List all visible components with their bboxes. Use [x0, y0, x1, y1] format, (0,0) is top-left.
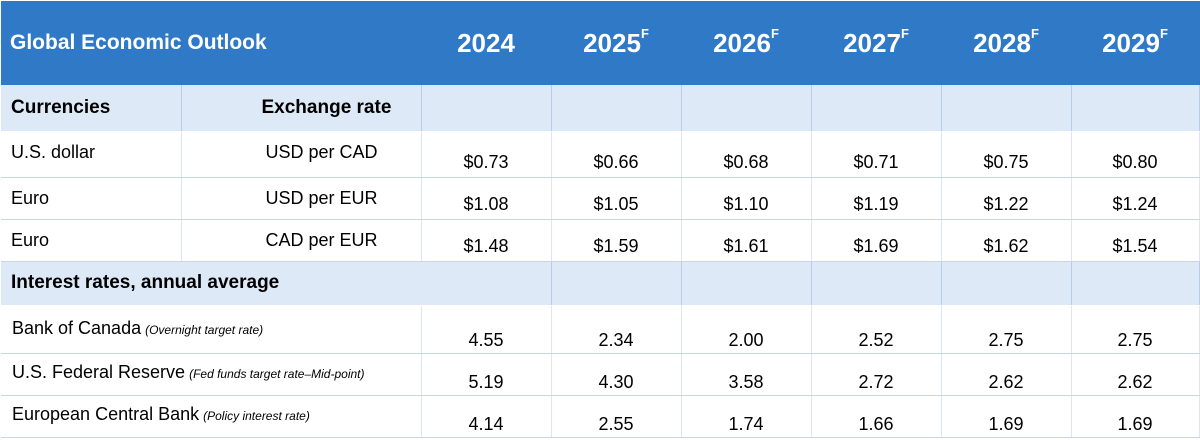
value-cell: 1.74 — [681, 395, 812, 438]
value-cell: 3.58 — [681, 353, 812, 396]
value-cell: 1.69 — [941, 395, 1072, 438]
value-cell: 1.66 — [811, 395, 942, 438]
value-cell: 2.72 — [811, 353, 942, 396]
value-cell: 2.34 — [551, 305, 682, 354]
exchange-rate-heading: Exchange rate — [181, 85, 422, 132]
table-row: Euro USD per EUR $1.08 $1.05 $1.10 $1.19… — [1, 177, 1200, 220]
value-cell: 2.62 — [1071, 353, 1200, 396]
year-header: 2027F — [811, 1, 942, 85]
exchange-unit: CAD per EUR — [181, 219, 422, 262]
rate-note: (Policy interest rate) — [203, 408, 310, 423]
value-cell: 2.75 — [1071, 305, 1200, 354]
table-row: U.S. Federal Reserve (Fed funds target ra… — [1, 353, 1200, 396]
value-cell: $1.05 — [551, 177, 682, 220]
interest-section-row: Interest rates, annual average — [1, 261, 1200, 306]
table-row: U.S. dollar USD per CAD $0.73 $0.66 $0.6… — [1, 131, 1200, 178]
value-cell: $0.80 — [1071, 131, 1200, 178]
value-cell: $0.68 — [681, 131, 812, 178]
rate-name: European Central Bank (Policy interest ra… — [1, 395, 422, 438]
value-cell: $0.75 — [941, 131, 1072, 178]
value-cell: $1.69 — [811, 219, 942, 262]
value-cell: $1.59 — [551, 219, 682, 262]
value-cell: $1.10 — [681, 177, 812, 220]
table-title: Global Economic Outlook — [1, 1, 422, 85]
exchange-unit: USD per EUR — [181, 177, 422, 220]
table-row: Euro CAD per EUR $1.48 $1.59 $1.61 $1.69… — [1, 219, 1200, 262]
rate-name: U.S. Federal Reserve (Fed funds target ra… — [1, 353, 422, 396]
interest-rates-heading: Interest rates, annual average — [1, 261, 421, 306]
value-cell: $1.48 — [421, 219, 552, 262]
rate-note: (Fed funds target rate–Mid-point) — [189, 366, 365, 381]
currency-name: Euro — [1, 177, 182, 220]
value-cell: 4.14 — [421, 395, 552, 438]
table-row: Bank of Canada (Overnight target rate) 4.… — [1, 305, 1200, 354]
value-cell: 1.69 — [1071, 395, 1200, 438]
value-cell: $1.24 — [1071, 177, 1200, 220]
value-cell: 4.55 — [421, 305, 552, 354]
value-cell: $1.61 — [681, 219, 812, 262]
year-header: 2026F — [681, 1, 812, 85]
rate-name: Bank of Canada (Overnight target rate) — [1, 305, 422, 354]
currencies-heading: Currencies — [1, 85, 182, 132]
value-cell: $1.54 — [1071, 219, 1200, 262]
value-cell: $1.62 — [941, 219, 1072, 262]
year-header: 2025F — [551, 1, 682, 85]
value-cell: 5.19 — [421, 353, 552, 396]
value-cell: $1.22 — [941, 177, 1072, 220]
value-cell: $0.66 — [551, 131, 682, 178]
value-cell: 4.30 — [551, 353, 682, 396]
value-cell: $0.73 — [421, 131, 552, 178]
value-cell: 2.55 — [551, 395, 682, 438]
value-cell: $1.08 — [421, 177, 552, 220]
currencies-section-row: Currencies Exchange rate — [1, 85, 1200, 132]
table-row: European Central Bank (Policy interest ra… — [1, 395, 1200, 438]
value-cell: 2.75 — [941, 305, 1072, 354]
value-cell: 2.00 — [681, 305, 812, 354]
rate-note: (Overnight target rate) — [145, 322, 264, 337]
year-header: 2029F — [1071, 1, 1200, 85]
value-cell: 2.62 — [941, 353, 1072, 396]
value-cell: $0.71 — [811, 131, 942, 178]
year-header: 2028F — [941, 1, 1072, 85]
header-row: Global Economic Outlook 2024 2025F 2026F… — [1, 1, 1200, 85]
exchange-unit: USD per CAD — [181, 131, 422, 178]
currency-name: Euro — [1, 219, 182, 262]
value-cell: $1.19 — [811, 177, 942, 220]
currency-name: U.S. dollar — [1, 131, 182, 178]
value-cell: 2.52 — [811, 305, 942, 354]
year-header: 2024 — [421, 1, 552, 85]
